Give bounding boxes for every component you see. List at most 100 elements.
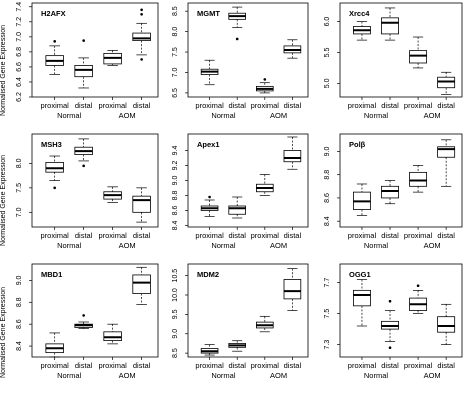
chart-4-group-label: Normal	[57, 241, 82, 250]
chart-3-group-label: Normal	[364, 111, 389, 120]
chart-8-ytick-label: 10.0	[172, 288, 179, 302]
chart-5-xtick-label: distal	[228, 231, 246, 240]
chart-8-group-label: AOM	[270, 371, 287, 380]
chart-9-group-label: Normal	[364, 371, 389, 380]
y-axis-label-row2: Normalised Gene Expression	[0, 154, 7, 246]
chart-6-xtick-label: distal	[437, 231, 455, 240]
chart-3-box-3-iqr	[409, 50, 428, 64]
chart-8-ytick-label: 9.5	[172, 309, 179, 319]
chart-6-frame	[339, 133, 463, 228]
chart-6-ytick-label: 8.4	[324, 216, 331, 226]
chart-3-box-2-iqr	[381, 17, 399, 35]
chart-7-box-4-iqr	[132, 274, 151, 294]
chart-2-xtick-label: proximal	[251, 101, 280, 110]
chart-1-ytick-label: 6.6	[16, 62, 23, 72]
chart-9-frame	[339, 263, 463, 358]
chart-4-group-label: AOM	[119, 241, 136, 250]
chart-7-xtick-label: proximal	[98, 361, 127, 370]
chart-3-group-label: AOM	[424, 111, 441, 120]
chart-1-box-1-outlier	[53, 40, 56, 43]
chart-1-ytick-label: 7.0	[16, 32, 23, 42]
chart-6-xtick-label: proximal	[348, 231, 377, 240]
chart-8-xtick-label: proximal	[195, 361, 224, 370]
chart-5-ytick-label: 8.8	[172, 191, 179, 201]
chart-1-xtick-label: proximal	[41, 101, 70, 110]
chart-9-xtick-label: proximal	[348, 361, 377, 370]
chart-6-xtick-label: proximal	[404, 231, 433, 240]
chart-7-box-3-iqr	[103, 331, 122, 341]
chart-8-xtick-label: proximal	[251, 361, 280, 370]
chart-7-ytick-label: 9.0	[16, 275, 23, 285]
chart-2-xtick-label: distal	[284, 101, 302, 110]
chart-2-group-label: AOM	[270, 111, 287, 120]
chart-2-frame	[187, 2, 309, 98]
chart-9-box-2-outlier	[388, 299, 392, 303]
chart-1-group-label: AOM	[119, 111, 136, 120]
chart-9-ytick-label: 7.3	[324, 340, 331, 350]
chart-2-box-2-outlier	[235, 37, 239, 41]
chart-7-frame	[31, 263, 159, 358]
chart-4-frame	[31, 133, 159, 228]
chart-5-ytick-label: 8.4	[172, 221, 179, 231]
chart-5-xtick-label: proximal	[195, 231, 224, 240]
chart-1-xtick-label: distal	[75, 101, 93, 110]
chart-9-box-4-iqr	[437, 316, 456, 333]
chart-1-ytick-label: 7.4	[16, 2, 23, 12]
chart-5-title: Apex1	[197, 140, 220, 149]
chart-9-xtick-label: distal	[381, 361, 399, 370]
chart-5-ytick-label: 9.2	[172, 161, 179, 171]
chart-1-xtick-label: proximal	[98, 101, 127, 110]
chart-4-box-1-outlier	[53, 186, 56, 190]
chart-5-group-label: AOM	[270, 241, 287, 250]
chart-6-ytick-label: 9.0	[324, 146, 331, 156]
chart-9-box-2-outlier	[388, 346, 392, 350]
chart-1-box-4-outlier	[140, 8, 143, 12]
chart-3-ytick-label: 5.0	[324, 78, 331, 88]
chart-2-ytick-label: 8.0	[172, 27, 179, 37]
chart-8-box-4-iqr	[283, 279, 302, 300]
chart-7-box-2-outlier	[82, 314, 85, 317]
chart-4-xtick-label: distal	[75, 231, 93, 240]
chart-5-ytick-label: 9.4	[172, 146, 179, 156]
chart-2-xtick-label: proximal	[195, 101, 224, 110]
chart-5-box-1-outlier	[208, 195, 211, 199]
chart-9-ytick-label: 7.5	[324, 309, 331, 319]
chart-1-ytick-label: 6.8	[16, 47, 23, 57]
chart-8-frame	[187, 263, 309, 358]
chart-5-box-2-iqr	[228, 205, 247, 215]
chart-9-box-3-outlier	[416, 284, 420, 288]
chart-2-box-3-outlier	[263, 78, 267, 81]
chart-6-group-label: Normal	[364, 241, 389, 250]
chart-3-xtick-label: distal	[381, 101, 399, 110]
chart-1-ytick-label: 6.4	[16, 77, 23, 87]
chart-5-xtick-label: proximal	[251, 231, 280, 240]
chart-6-group-label: AOM	[424, 241, 441, 250]
chart-3-ytick-label: 6.0	[324, 17, 331, 27]
chart-5-group-label: Normal	[211, 241, 236, 250]
chart-1-title: H2AFX	[41, 9, 66, 18]
chart-6-box-2-iqr	[381, 185, 399, 199]
chart-2-ytick-label: 7.5	[172, 47, 179, 57]
chart-1-box-2-outlier	[82, 39, 85, 42]
chart-1-ytick-label: 6.2	[16, 92, 23, 102]
chart-6-xtick-label: distal	[381, 231, 399, 240]
chart-5-ytick-label: 9.0	[172, 176, 179, 186]
chart-5-box-4-iqr	[283, 150, 302, 163]
chart-1-box-2-iqr	[74, 65, 93, 78]
chart-5-ytick-label: 8.6	[172, 206, 179, 216]
chart-7-ytick-label: 8.4	[16, 341, 23, 351]
chart-2-ytick-label: 7.0	[172, 68, 179, 78]
chart-4-xtick-label: distal	[133, 231, 151, 240]
chart-9-box-1-iqr	[353, 289, 371, 307]
chart-7-xtick-label: proximal	[41, 361, 70, 370]
chart-4-title: MSH3	[41, 140, 62, 149]
chart-3-xtick-label: proximal	[348, 101, 377, 110]
chart-2-group-label: Normal	[211, 111, 236, 120]
chart-4-ytick-label: 8.0	[16, 158, 23, 168]
chart-6-title: Polβ	[349, 140, 366, 149]
chart-8-group-label: Normal	[211, 371, 236, 380]
chart-7-group-label: Normal	[57, 371, 82, 380]
chart-8-xtick-label: distal	[228, 361, 246, 370]
chart-7-ytick-label: 8.8	[16, 297, 23, 307]
